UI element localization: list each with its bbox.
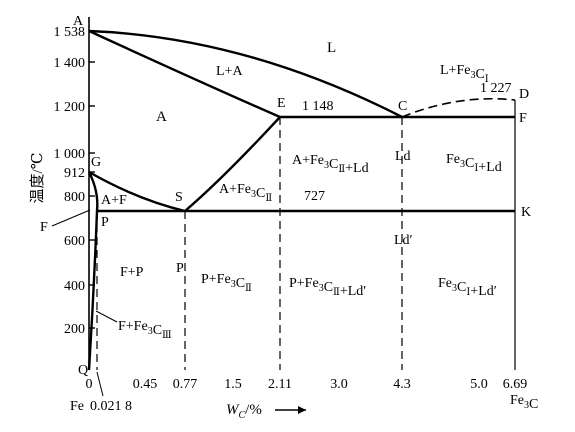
y-tick-label: 200 xyxy=(64,322,85,337)
region-label-Ld-prime: Ld′ xyxy=(394,233,413,248)
region-label-P-Fe3CII-Ld-prime: P+Fe3CⅡ+Ld′ xyxy=(289,276,366,299)
region-label-F-P: F+P xyxy=(120,265,144,280)
y-tick-label: 1 000 xyxy=(54,147,86,162)
temperature-label-1227: 1 227 xyxy=(480,81,512,96)
liquidus-line-AC xyxy=(88,29,403,119)
x-tick-label: 4.3 xyxy=(393,377,411,392)
region-label-A-Fe3CII: A+Fe3CⅡ xyxy=(219,182,272,204)
y-tick-label: 912 xyxy=(64,166,85,181)
x-end-label-fe3c: Fe3C xyxy=(510,393,538,412)
point-label-P: P xyxy=(101,215,109,230)
x-end-label-fe: Fe xyxy=(70,399,84,414)
y-tick-label: 400 xyxy=(64,279,85,294)
diagram-labels: 200 400 600 800 912 1 000 1 200 1 400 1 538 0 0.45… xyxy=(29,14,538,421)
point-label-C: C xyxy=(398,99,407,114)
temperature-label-727: 727 xyxy=(304,189,325,204)
region-label-P: P xyxy=(176,261,184,276)
point-label-Q: Q xyxy=(78,363,88,378)
axes xyxy=(88,17,306,414)
y-tick-label: 1 200 xyxy=(54,100,86,115)
region-label-Fe3CI-Ld: Fe3CⅠ+Ld xyxy=(446,152,502,175)
x-axis-arrow-head xyxy=(298,406,306,414)
y-axis-title: 温度/℃ xyxy=(29,153,46,204)
region-F-Fe3CIII-leader xyxy=(95,310,118,323)
a3-line-GS xyxy=(88,170,186,213)
temperature-label-1148: 1 148 xyxy=(302,99,334,114)
liquidus-line-CD xyxy=(401,97,516,118)
x-tick-label: 5.0 xyxy=(470,377,488,392)
acm-line-ES xyxy=(184,116,281,212)
solidus-line-AE xyxy=(88,29,281,119)
phase-boundary-lines xyxy=(51,29,516,397)
region-label-L-A: L+A xyxy=(216,64,243,79)
x-tick-label: 1.5 xyxy=(224,377,242,392)
region-label-L-Fe3CI: L+Fe3CⅠ xyxy=(440,63,489,85)
x-tick-label: 0 xyxy=(86,377,93,392)
point-label-E: E xyxy=(277,96,286,111)
point-label-A: A xyxy=(73,14,84,29)
region-F-leader xyxy=(51,209,91,227)
p-composition-leader xyxy=(96,371,104,397)
region-label-A-F: A+F xyxy=(101,193,127,208)
point-label-D: D xyxy=(519,87,529,102)
region-label-Fe3CI-Ld-prime: Fe3CⅠ+Ld′ xyxy=(438,276,497,299)
x-tick-label: 3.0 xyxy=(330,377,348,392)
x-end-label-p-composition: 0.021 8 xyxy=(90,399,132,414)
region-label-A-Fe3CII-Ld: A+Fe3CⅡ+Ld xyxy=(292,153,369,176)
region-label-A: A xyxy=(156,109,167,125)
region-label-P-Fe3CII: P+Fe3CⅡ xyxy=(201,272,252,294)
x-tick-label: 6.69 xyxy=(503,377,528,392)
y-tick-label: 1 400 xyxy=(54,56,86,71)
region-label-Ld: Ld xyxy=(395,149,411,164)
region-label-L: L xyxy=(327,40,336,56)
point-label-F: F xyxy=(519,111,527,126)
solvus-line-PQ xyxy=(87,210,99,371)
y-tick-label: 800 xyxy=(64,190,85,205)
region-label-F-Fe3CIII: F+Fe3CⅢ xyxy=(118,319,172,341)
point-label-K: K xyxy=(521,205,531,220)
x-tick-label: 0.45 xyxy=(133,377,158,392)
x-axis-title: WC/% xyxy=(226,402,262,421)
point-label-G: G xyxy=(91,155,101,170)
line-GP xyxy=(87,171,99,212)
y-tick-label: 1 538 xyxy=(54,25,86,40)
y-tick-label: 600 xyxy=(64,234,85,249)
region-label-F: F xyxy=(40,220,48,235)
x-tick-label: 2.11 xyxy=(268,377,292,392)
x-tick-label: 0.77 xyxy=(173,377,198,392)
point-label-S: S xyxy=(175,190,183,205)
